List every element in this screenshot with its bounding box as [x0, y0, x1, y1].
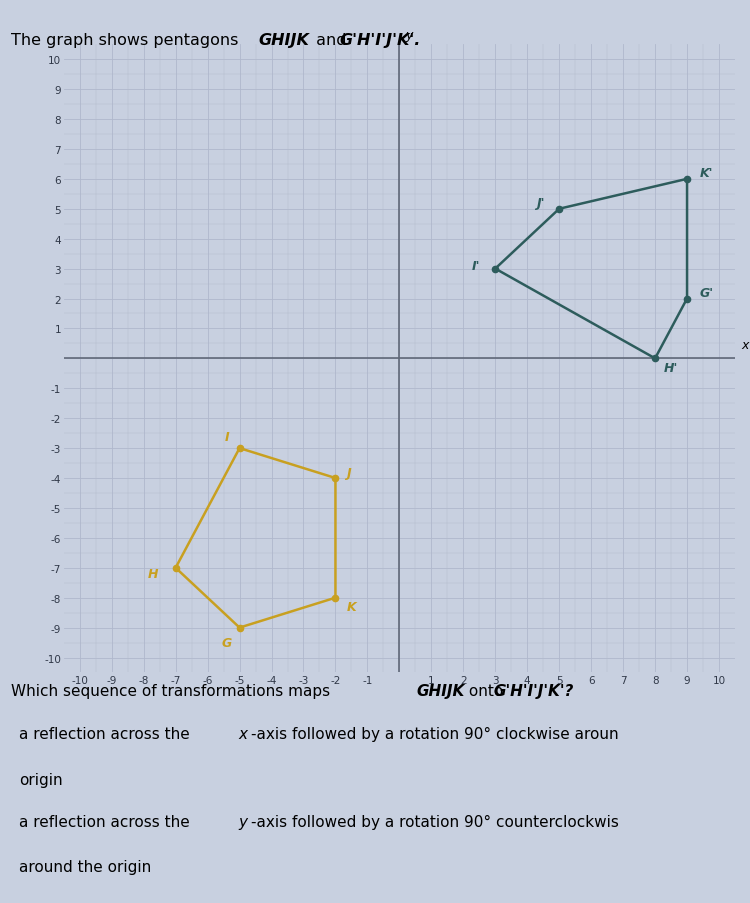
Text: I': I' [472, 260, 480, 273]
Text: Which sequence of transformations maps: Which sequence of transformations maps [11, 684, 335, 699]
Text: a reflection across the: a reflection across the [19, 815, 194, 830]
Text: origin: origin [19, 772, 62, 787]
Text: H: H [148, 568, 158, 581]
Text: J': J' [536, 197, 544, 210]
Text: G: G [222, 637, 232, 649]
Text: around the origin: around the origin [19, 859, 151, 874]
Text: G': G' [699, 287, 713, 300]
Text: x: x [238, 727, 248, 741]
Text: x: x [742, 339, 748, 351]
Text: and: and [311, 33, 352, 49]
Text: a reflection across the: a reflection across the [19, 727, 194, 741]
Text: GHIJK: GHIJK [259, 33, 310, 49]
Text: G'H'I'J'K'.: G'H'I'J'K'. [340, 33, 422, 49]
Text: J: J [346, 466, 350, 479]
Text: y: y [238, 815, 248, 830]
Text: y: y [406, 29, 413, 42]
Text: -axis followed by a rotation 90° counterclockwis: -axis followed by a rotation 90° counter… [251, 815, 618, 830]
Text: onto: onto [464, 684, 508, 699]
Text: H': H' [664, 361, 678, 375]
Text: The graph shows pentagons: The graph shows pentagons [11, 33, 244, 49]
Text: G'H'I'J'K'?: G'H'I'J'K'? [494, 684, 574, 699]
Text: K: K [346, 600, 356, 613]
Text: -axis followed by a rotation 90° clockwise aroun: -axis followed by a rotation 90° clockwi… [251, 727, 618, 741]
Text: GHIJK: GHIJK [416, 684, 465, 699]
Text: K': K' [700, 167, 713, 180]
Text: I: I [224, 430, 229, 443]
